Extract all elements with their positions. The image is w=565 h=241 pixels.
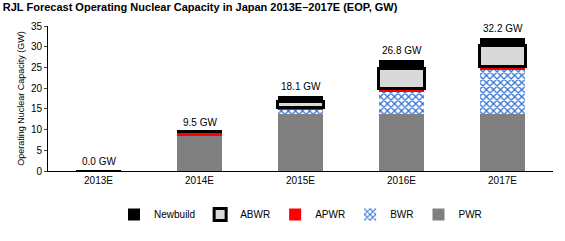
svg-text:2015E: 2015E bbox=[286, 175, 315, 186]
svg-text:0.0 GW: 0.0 GW bbox=[82, 156, 116, 167]
svg-text:2014E: 2014E bbox=[185, 175, 214, 186]
svg-text:2017E: 2017E bbox=[488, 175, 517, 186]
svg-text:15: 15 bbox=[31, 103, 43, 114]
svg-text:Newbuild: Newbuild bbox=[154, 209, 195, 220]
svg-text:0: 0 bbox=[36, 166, 42, 177]
svg-text:20: 20 bbox=[31, 83, 43, 94]
svg-text:30: 30 bbox=[31, 41, 43, 52]
svg-text:APWR: APWR bbox=[315, 209, 345, 220]
svg-text:2013E: 2013E bbox=[84, 175, 113, 186]
svg-text:5: 5 bbox=[36, 145, 42, 156]
svg-text:25: 25 bbox=[31, 62, 43, 73]
svg-text:RJL Forecast Operating Nuclear: RJL Forecast Operating Nuclear Capacity … bbox=[3, 1, 398, 13]
svg-text:32.2 GW: 32.2 GW bbox=[483, 23, 523, 34]
svg-text:35: 35 bbox=[31, 21, 43, 32]
svg-text:Operating Nuclear Capacity (GW: Operating Nuclear Capacity (GW) bbox=[16, 31, 26, 166]
svg-text:10: 10 bbox=[31, 124, 43, 135]
svg-text:2016E: 2016E bbox=[387, 175, 416, 186]
svg-text:ABWR: ABWR bbox=[240, 209, 270, 220]
svg-text:PWR: PWR bbox=[458, 209, 481, 220]
svg-text:26.8 GW: 26.8 GW bbox=[382, 45, 422, 56]
svg-text:9.5 GW: 9.5 GW bbox=[183, 117, 217, 128]
svg-text:18.1 GW: 18.1 GW bbox=[281, 81, 321, 92]
svg-text:BWR: BWR bbox=[390, 209, 413, 220]
